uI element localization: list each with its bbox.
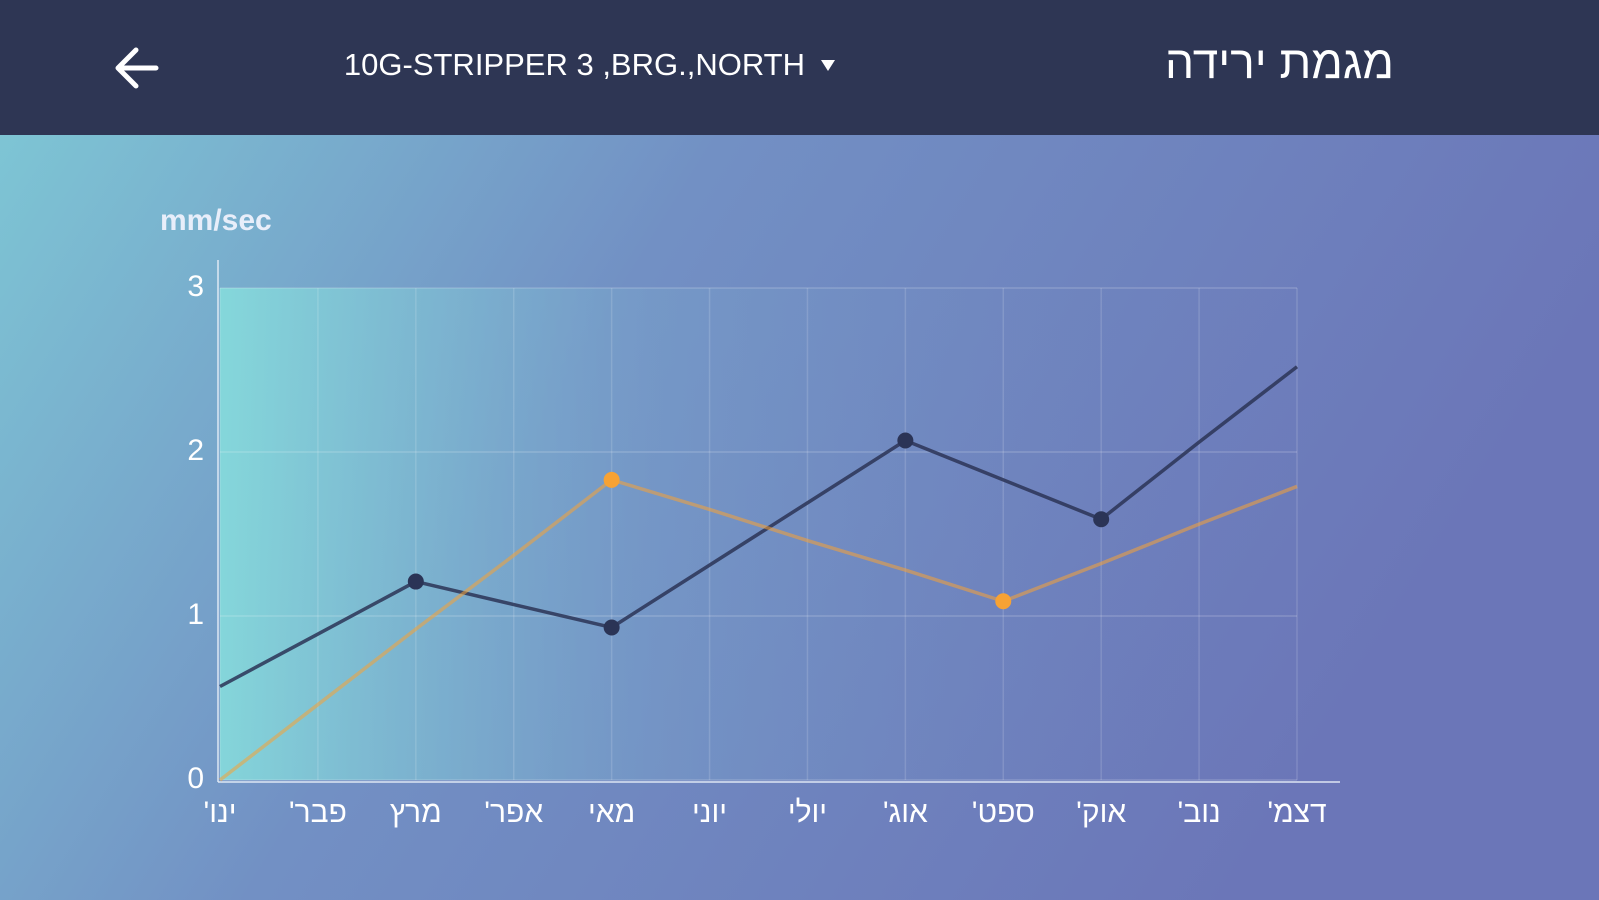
- y-axis-label: mm/sec: [160, 204, 272, 237]
- header-bar: [0, 0, 1599, 135]
- data-point: [897, 432, 914, 449]
- x-tick-label: אוק': [1076, 796, 1126, 829]
- data-point: [603, 619, 620, 636]
- selector-text[interactable]: 10G-STRIPPER 3 ,BRG.,NORTH: [344, 47, 805, 82]
- page-title: מגמת ירידה: [1165, 36, 1394, 88]
- x-tick-label: מרץ: [390, 796, 442, 829]
- dropdown-caret[interactable]: [821, 60, 835, 71]
- back-arrow[interactable]: [115, 47, 159, 89]
- series-line: [218, 478, 1298, 782]
- x-tick-label: ספט': [972, 796, 1035, 829]
- x-tick-label: דצמ': [1267, 796, 1326, 829]
- x-tick-label: מאי: [588, 796, 635, 829]
- y-tick-label: 1: [187, 598, 204, 631]
- y-tick-label: 2: [187, 434, 204, 467]
- data-point: [995, 593, 1012, 610]
- data-point: [603, 471, 620, 488]
- x-tick-label: ינו': [204, 796, 237, 829]
- x-tick-label: נוב': [1178, 796, 1221, 829]
- series-line: [219, 365, 1299, 689]
- selector-dropdown[interactable]: 10G-STRIPPER 3 ,BRG.,NORTH: [344, 47, 835, 82]
- data-point: [407, 573, 424, 590]
- x-tick-label: אפר': [484, 796, 543, 829]
- y-tick-label: 3: [187, 270, 204, 303]
- x-tick-label: אוג': [883, 796, 928, 829]
- y-tick-label: 0: [187, 762, 204, 795]
- x-tick-label: יולי: [788, 796, 827, 829]
- back-button[interactable]: [115, 47, 159, 89]
- data-point: [1093, 511, 1110, 528]
- x-tick-label: פבר': [289, 796, 347, 829]
- x-tick-label: יוני: [692, 796, 727, 829]
